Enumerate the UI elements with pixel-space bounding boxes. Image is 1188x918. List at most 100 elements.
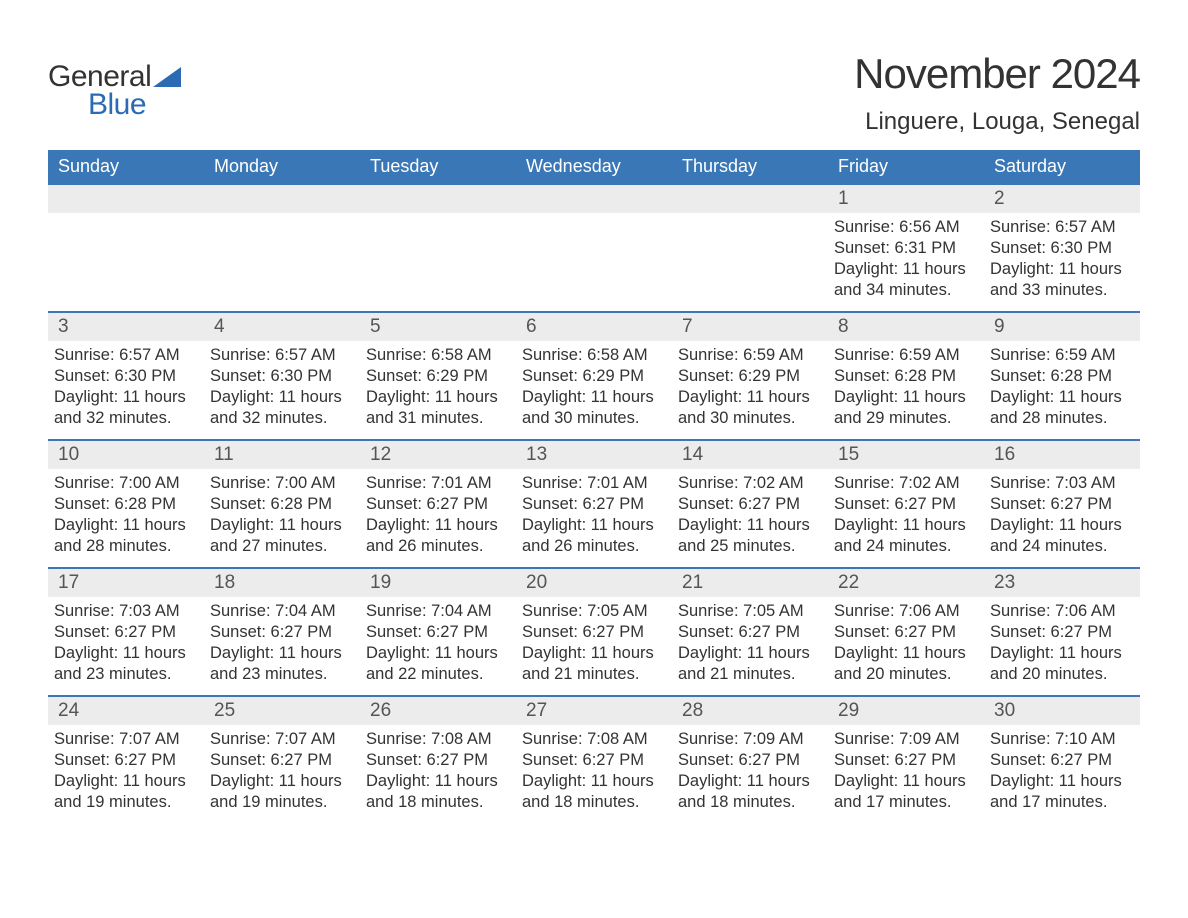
day-body: Sunrise: 7:08 AMSunset: 6:27 PMDaylight:… [516,725,672,813]
dow-monday: Monday [204,150,360,183]
dow-friday: Friday [828,150,984,183]
day-body: Sunrise: 7:09 AMSunset: 6:27 PMDaylight:… [672,725,828,813]
sunset-text: Sunset: 6:30 PM [54,366,194,387]
day-body: Sunrise: 7:03 AMSunset: 6:27 PMDaylight:… [984,469,1140,557]
daylight-line-2: and 22 minutes. [366,664,506,685]
sunset-text: Sunset: 6:28 PM [990,366,1130,387]
dow-thursday: Thursday [672,150,828,183]
day-cell: 10Sunrise: 7:00 AMSunset: 6:28 PMDayligh… [48,441,204,567]
daylight-line-1: Daylight: 11 hours [990,259,1130,280]
sunset-text: Sunset: 6:27 PM [678,494,818,515]
sunset-text: Sunset: 6:27 PM [366,750,506,771]
dow-saturday: Saturday [984,150,1140,183]
day-number: 16 [984,441,1140,469]
day-number: 10 [48,441,204,469]
day-number: 5 [360,313,516,341]
day-cell: 28Sunrise: 7:09 AMSunset: 6:27 PMDayligh… [672,697,828,823]
sunset-text: Sunset: 6:27 PM [522,494,662,515]
daylight-line-1: Daylight: 11 hours [210,387,350,408]
day-number: 22 [828,569,984,597]
day-body: Sunrise: 7:04 AMSunset: 6:27 PMDaylight:… [204,597,360,685]
day-body: Sunrise: 7:04 AMSunset: 6:27 PMDaylight:… [360,597,516,685]
day-cell [360,185,516,311]
day-cell: 23Sunrise: 7:06 AMSunset: 6:27 PMDayligh… [984,569,1140,695]
daylight-line-1: Daylight: 11 hours [522,643,662,664]
week-row: 10Sunrise: 7:00 AMSunset: 6:28 PMDayligh… [48,439,1140,567]
day-body: Sunrise: 7:01 AMSunset: 6:27 PMDaylight:… [516,469,672,557]
daylight-line-1: Daylight: 11 hours [990,771,1130,792]
week-row: 17Sunrise: 7:03 AMSunset: 6:27 PMDayligh… [48,567,1140,695]
day-number: 17 [48,569,204,597]
logo-triangle-icon [153,67,181,87]
day-cell: 11 Sunrise: 7:00 AMSunset: 6:28 PMDayligh… [204,441,360,567]
daylight-line-1: Daylight: 11 hours [366,771,506,792]
sunset-text: Sunset: 6:30 PM [990,238,1130,259]
day-cell: 4Sunrise: 6:57 AMSunset: 6:30 PMDaylight… [204,313,360,439]
day-body: Sunrise: 6:58 AMSunset: 6:29 PMDaylight:… [360,341,516,429]
sunset-text: Sunset: 6:27 PM [990,494,1130,515]
day-body: Sunrise: 6:59 AMSunset: 6:28 PMDaylight:… [828,341,984,429]
sunrise-text: Sunrise: 6:59 AM [990,345,1130,366]
day-cell: 1Sunrise: 6:56 AMSunset: 6:31 PMDaylight… [828,185,984,311]
daylight-line-1: Daylight: 11 hours [54,515,194,536]
daylight-line-2: and 34 minutes. [834,280,974,301]
day-body: Sunrise: 7:07 AMSunset: 6:27 PMDaylight:… [48,725,204,813]
daylight-line-1: Daylight: 11 hours [834,259,974,280]
sunset-text: Sunset: 6:28 PM [834,366,974,387]
week-row: 1Sunrise: 6:56 AMSunset: 6:31 PMDaylight… [48,183,1140,311]
day-body: Sunrise: 7:01 AMSunset: 6:27 PMDaylight:… [360,469,516,557]
sunset-text: Sunset: 6:27 PM [990,622,1130,643]
daylight-line-1: Daylight: 11 hours [990,515,1130,536]
day-number: 11 [204,441,360,469]
daylight-line-2: and 33 minutes. [990,280,1130,301]
day-body: Sunrise: 6:57 AMSunset: 6:30 PMDaylight:… [204,341,360,429]
daylight-line-2: and 19 minutes. [210,792,350,813]
daylight-line-2: and 17 minutes. [990,792,1130,813]
sunrise-text: Sunrise: 7:07 AM [54,729,194,750]
daylight-line-1: Daylight: 11 hours [366,387,506,408]
daylight-line-1: Daylight: 11 hours [210,515,350,536]
daylight-line-2: and 27 minutes. [210,536,350,557]
sunset-text: Sunset: 6:27 PM [54,622,194,643]
daylight-line-1: Daylight: 11 hours [834,643,974,664]
day-number: 15 [828,441,984,469]
day-body: Sunrise: 7:06 AMSunset: 6:27 PMDaylight:… [984,597,1140,685]
day-cell: 18Sunrise: 7:04 AMSunset: 6:27 PMDayligh… [204,569,360,695]
day-cell: 12Sunrise: 7:01 AMSunset: 6:27 PMDayligh… [360,441,516,567]
sunset-text: Sunset: 6:27 PM [210,622,350,643]
sunrise-text: Sunrise: 6:58 AM [366,345,506,366]
day-cell [516,185,672,311]
dow-tuesday: Tuesday [360,150,516,183]
sunset-text: Sunset: 6:29 PM [678,366,818,387]
day-cell [48,185,204,311]
day-cell: 13Sunrise: 7:01 AMSunset: 6:27 PMDayligh… [516,441,672,567]
daylight-line-2: and 18 minutes. [678,792,818,813]
daylight-line-1: Daylight: 11 hours [54,643,194,664]
calendar-grid: Sunday Monday Tuesday Wednesday Thursday… [48,150,1140,823]
sunrise-text: Sunrise: 7:00 AM [210,473,350,494]
day-number: 24 [48,697,204,725]
daylight-line-1: Daylight: 11 hours [990,387,1130,408]
day-number: 13 [516,441,672,469]
daylight-line-1: Daylight: 11 hours [522,771,662,792]
daylight-line-2: and 28 minutes. [54,536,194,557]
sunrise-text: Sunrise: 7:01 AM [366,473,506,494]
sunrise-text: Sunrise: 7:03 AM [990,473,1130,494]
sunset-text: Sunset: 6:27 PM [834,622,974,643]
day-number: 14 [672,441,828,469]
sunrise-text: Sunrise: 7:08 AM [366,729,506,750]
sunrise-text: Sunrise: 7:04 AM [366,601,506,622]
daylight-line-1: Daylight: 11 hours [834,387,974,408]
day-number [48,185,204,213]
sunrise-text: Sunrise: 6:56 AM [834,217,974,238]
daylight-line-2: and 30 minutes. [678,408,818,429]
day-body: Sunrise: 6:56 AMSunset: 6:31 PMDaylight:… [828,213,984,301]
day-number [204,185,360,213]
daylight-line-2: and 24 minutes. [834,536,974,557]
day-cell: 29Sunrise: 7:09 AMSunset: 6:27 PMDayligh… [828,697,984,823]
day-cell: 7Sunrise: 6:59 AMSunset: 6:29 PMDaylight… [672,313,828,439]
daylight-line-1: Daylight: 11 hours [834,771,974,792]
sunset-text: Sunset: 6:28 PM [210,494,350,515]
sunset-text: Sunset: 6:31 PM [834,238,974,259]
sunrise-text: Sunrise: 7:07 AM [210,729,350,750]
